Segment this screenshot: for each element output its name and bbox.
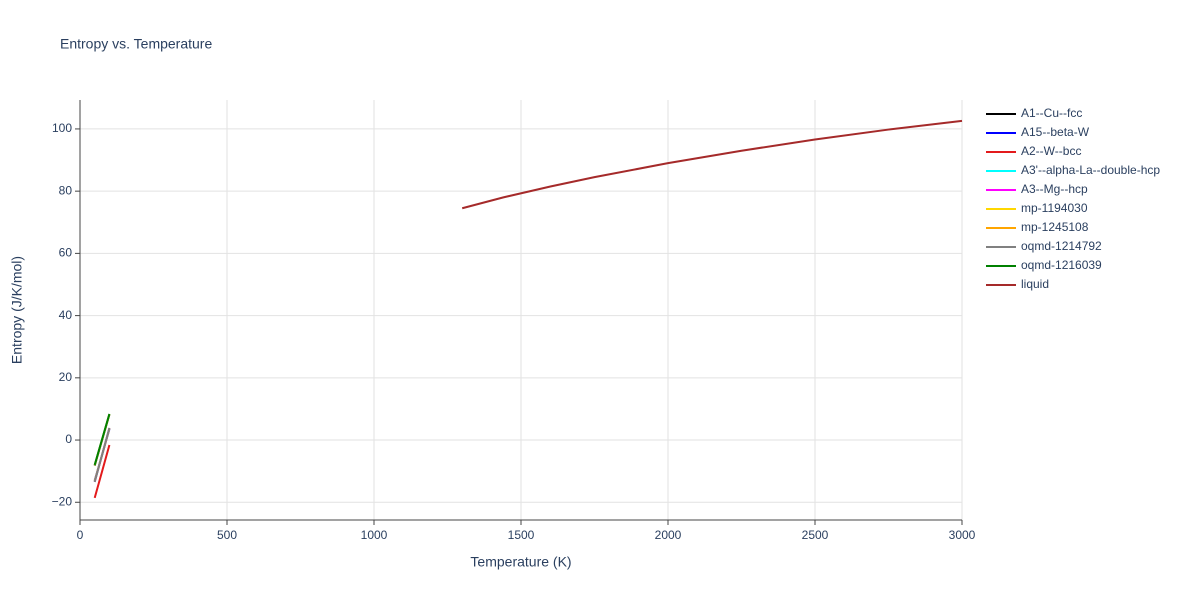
x-axis-title: Temperature (K) bbox=[470, 554, 571, 570]
legend-label: A15--beta-W bbox=[1021, 125, 1090, 139]
legend-label: A3--Mg--hcp bbox=[1021, 182, 1088, 196]
legend-label: mp-1194030 bbox=[1021, 201, 1088, 215]
y-tick-label: 60 bbox=[59, 246, 73, 260]
x-tick-label: 1000 bbox=[361, 528, 388, 542]
x-tick-label: 1500 bbox=[508, 528, 535, 542]
series-line bbox=[93, 413, 111, 466]
y-tick-label: 0 bbox=[65, 432, 72, 446]
x-tick-label: 2000 bbox=[655, 528, 682, 542]
series-line bbox=[461, 119, 963, 210]
legend-label: A2--W--bcc bbox=[1021, 144, 1081, 158]
x-tick-label: 2500 bbox=[802, 528, 829, 542]
legend-label: oqmd-1216039 bbox=[1021, 258, 1102, 272]
legend-label: A3'--alpha-La--double-hcp bbox=[1021, 163, 1160, 177]
y-tick-label: −20 bbox=[52, 494, 73, 508]
x-tick-label: 500 bbox=[217, 528, 237, 542]
y-tick-label: 80 bbox=[59, 183, 73, 197]
y-tick-label: 20 bbox=[59, 370, 73, 384]
x-tick-label: 0 bbox=[77, 528, 84, 542]
y-tick-label: 100 bbox=[52, 121, 72, 135]
x-tick-label: 3000 bbox=[949, 528, 976, 542]
series-line bbox=[93, 444, 111, 499]
series-line bbox=[93, 427, 111, 483]
y-tick-label: 40 bbox=[59, 308, 73, 322]
legend-label: A1--Cu--fcc bbox=[1021, 106, 1082, 120]
chart-title: Entropy vs. Temperature bbox=[60, 36, 212, 52]
legend-label: liquid bbox=[1021, 277, 1049, 291]
legend-label: mp-1245108 bbox=[1021, 220, 1089, 234]
y-axis-title: Entropy (J/K/mol) bbox=[9, 256, 25, 364]
legend-label: oqmd-1214792 bbox=[1021, 239, 1102, 253]
